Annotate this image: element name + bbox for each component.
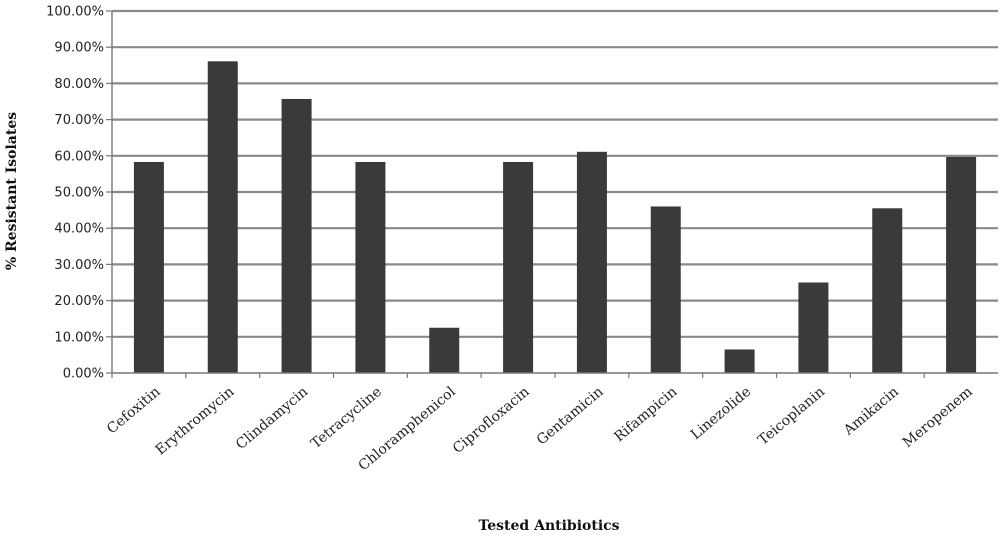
bar-tetracycline [355, 161, 386, 373]
y-tick-label: 30.00% [54, 258, 104, 273]
gridlines [112, 9, 998, 338]
bar-linezolide [724, 349, 755, 373]
bars [133, 61, 977, 374]
bar-teicoplanin [798, 282, 829, 373]
bar-cefoxitin [133, 161, 164, 373]
bar-erythromycin [207, 61, 238, 374]
x-category-label: Teicoplanin [755, 384, 828, 449]
x-category-label: Meropenem [900, 384, 976, 451]
y-tick-label: 10.00% [54, 330, 104, 345]
y-tick-label: 50.00% [54, 186, 104, 201]
axes [106, 10, 998, 378]
y-tick-label: 20.00% [54, 294, 104, 309]
x-category-label: Linezolide [688, 384, 754, 443]
x-category-label: Cefoxitin [104, 384, 163, 437]
y-tick-label: 100.00% [46, 5, 104, 20]
x-category-label: Ciprofloxacin [450, 384, 533, 457]
y-tick-label: 70.00% [54, 113, 104, 128]
x-category-label: Tetracycline [308, 384, 385, 452]
y-tick-label: 90.00% [54, 41, 104, 56]
x-category-label: Gentamicin [534, 384, 607, 449]
y-tick-label: 40.00% [54, 222, 104, 237]
x-category-label: Amikacin [840, 384, 902, 439]
x-category-labels: CefoxitinErythromycinClindamycinTetracyc… [104, 383, 976, 474]
y-axis-title: % Resistant Isolates [4, 112, 20, 270]
y-tick-label: 60.00% [54, 149, 104, 164]
bar-ciprofloxacin [503, 161, 534, 373]
bar-rifampicin [650, 206, 681, 373]
bar-amikacin [872, 208, 903, 373]
x-category-label: Clindamycin [233, 384, 311, 453]
x-category-label: Erythromycin [153, 384, 238, 459]
y-tick-labels: 0.00% 10.00% 20.00% 30.00% 40.00% 50.00% 60.00… [46, 5, 104, 382]
x-axis-title: Tested Antibiotics [478, 518, 619, 534]
y-tick-label: 0.00% [63, 367, 104, 382]
bar-gentamicin [576, 151, 607, 373]
y-tick-label: 80.00% [54, 77, 104, 92]
bar-meropenem [946, 156, 977, 373]
x-category-label: Rifampicin [611, 384, 680, 446]
bar-chloramphenicol [429, 327, 460, 373]
bar-clindamycin [281, 98, 312, 373]
